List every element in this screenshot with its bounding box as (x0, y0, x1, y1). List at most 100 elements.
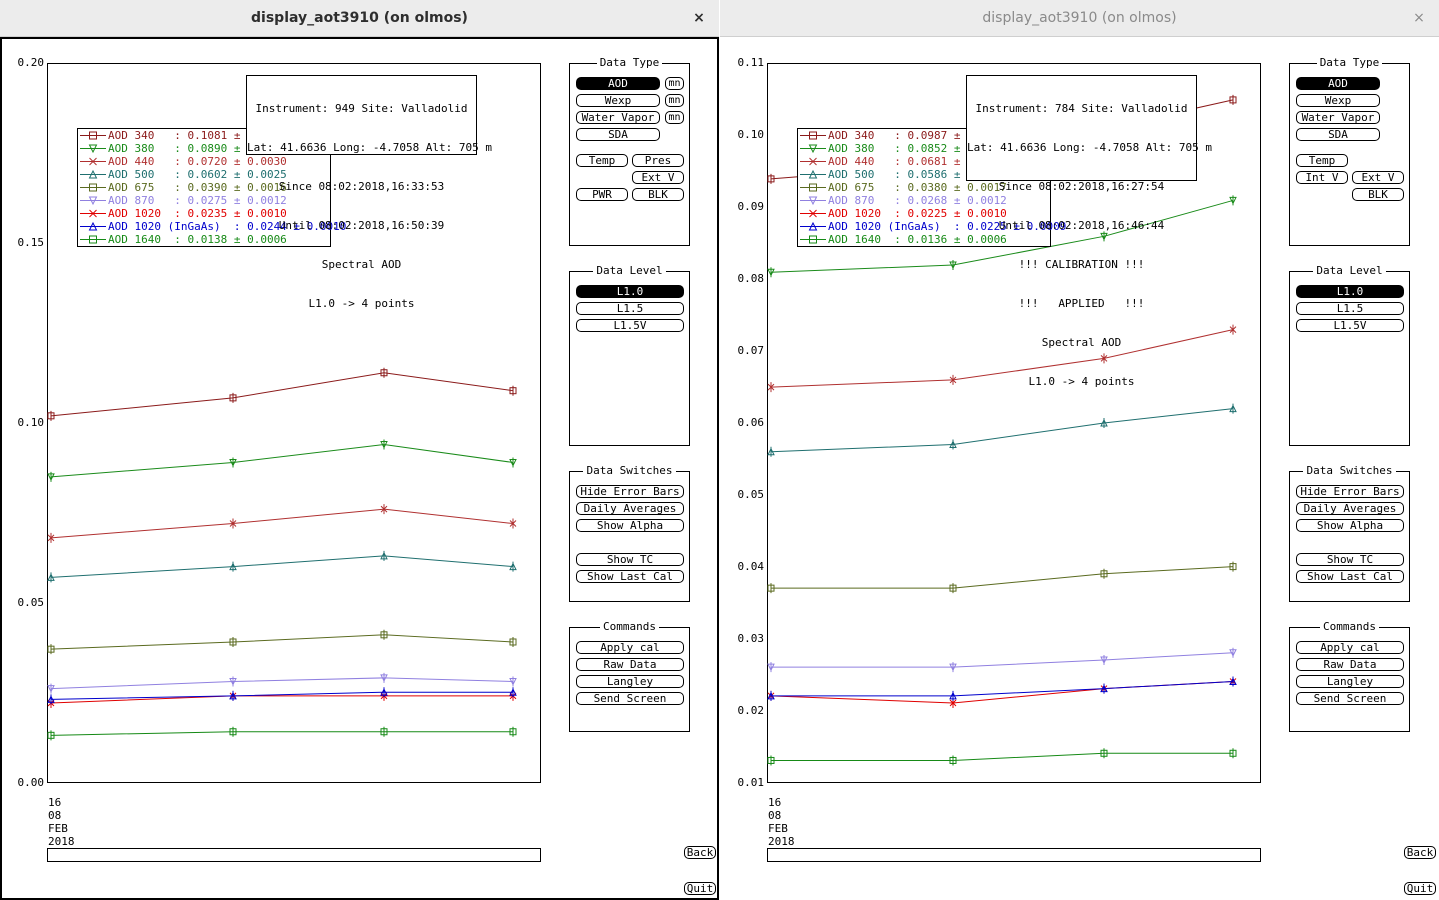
legend-symbol-icon (80, 144, 106, 154)
back-button[interactable]: Back (1404, 846, 1436, 859)
marker-triangle-down (767, 663, 775, 672)
pwr-button[interactable]: PWR (576, 188, 628, 201)
langley-button[interactable]: Langley (1296, 675, 1404, 688)
window-content: 0.20 0.15 0.10 0.05 0.00 AOD 340 : 0.108… (0, 37, 719, 900)
plot-area[interactable] (47, 63, 541, 783)
marker-triangle-down (808, 144, 818, 154)
legend-label: AOD 500 : 0.0602 ± 0.0025 (108, 168, 287, 181)
show-last-cal-button[interactable]: Show Last Cal (1296, 570, 1404, 583)
plot-area[interactable] (767, 63, 1261, 783)
back-button[interactable]: Back (684, 846, 716, 859)
marker-square (1229, 749, 1237, 757)
info-line: Spectral AOD (1041, 336, 1122, 349)
sda-button[interactable]: SDA (576, 128, 660, 141)
pres-button[interactable]: Pres (632, 154, 684, 167)
water-vapor-button[interactable]: Water Vapor (1296, 111, 1380, 124)
wexp-mn-button[interactable]: mn (665, 94, 684, 107)
ext-v-button[interactable]: Ext V (632, 171, 684, 184)
daily-averages-button[interactable]: Daily Averages (576, 502, 684, 515)
info-line: Lat: 41.6636 Long: -4.7058 Alt: 705 m (247, 141, 493, 154)
marker-x (949, 376, 957, 384)
legend-symbol-icon (800, 209, 826, 218)
water-vapor-mn-button[interactable]: mn (665, 111, 684, 124)
show-tc-button[interactable]: Show TC (1296, 553, 1404, 566)
y-tick-label: 0.15 (17, 236, 45, 249)
temp-button[interactable]: Temp (1296, 154, 1348, 167)
legend-symbol-icon (80, 131, 106, 140)
quit-button[interactable]: Quit (684, 882, 716, 895)
send-screen-button[interactable]: Send Screen (576, 692, 684, 705)
close-icon[interactable]: × (1413, 10, 1425, 26)
marker-square (767, 175, 775, 183)
blk-button[interactable]: BLK (632, 188, 684, 201)
show-alpha-button[interactable]: Show Alpha (1296, 519, 1404, 532)
hide-error-bars-button[interactable]: Hide Error Bars (576, 485, 684, 498)
legend-entry: AOD 500 : 0.0602 ± 0.0025 (78, 168, 330, 181)
legend-symbol-icon (80, 169, 106, 179)
panel-title: Data Level (1313, 264, 1386, 277)
level-l10-button[interactable]: L1.0 (1296, 285, 1404, 298)
marker-triangle-down (1100, 232, 1108, 241)
blk-button[interactable]: BLK (1352, 188, 1404, 201)
date-year: 2018 (768, 835, 795, 848)
marker-triangle-up (949, 440, 957, 449)
raw-data-button[interactable]: Raw Data (576, 658, 684, 671)
marker-x (949, 699, 957, 707)
marker-square (949, 756, 957, 764)
quit-button[interactable]: Quit (1404, 882, 1436, 895)
aod-mn-button[interactable]: mn (665, 77, 684, 90)
info-line: L1.0 -> 4 points (308, 297, 415, 310)
window-titlebar[interactable]: display_aot3910 (on olmos) × (0, 0, 719, 37)
int-v-button[interactable]: Int V (1296, 171, 1348, 184)
date-day: 16 (48, 796, 62, 809)
show-last-cal-button[interactable]: Show Last Cal (576, 570, 684, 583)
window-titlebar[interactable]: display_aot3910 (on olmos) × (720, 0, 1439, 37)
aod-button[interactable]: AOD (576, 77, 660, 90)
legend-label: AOD 440 : 0.0681 ± 0.0029 (828, 155, 1007, 168)
date-day: 16 (768, 796, 782, 809)
temp-button[interactable]: Temp (576, 154, 628, 167)
level-l10-button[interactable]: L1.0 (576, 285, 684, 298)
data-level-panel: Data Level L1.0 L1.5 L1.5V (569, 264, 690, 446)
legend-label: AOD 1640 : 0.0136 ± 0.0006 (828, 233, 1007, 246)
time-scrollbar[interactable] (47, 848, 541, 862)
apply-cal-button[interactable]: Apply cal (576, 641, 684, 654)
panel-title: Data Type (1316, 56, 1383, 69)
y-tick-label: 0.10 (737, 128, 765, 141)
series-line (771, 680, 1234, 697)
marker-triangle-down (88, 144, 98, 154)
sda-button[interactable]: SDA (1296, 128, 1380, 141)
wexp-button[interactable]: Wexp (576, 94, 660, 107)
level-l15-button[interactable]: L1.5 (576, 302, 684, 315)
wexp-button[interactable]: Wexp (1296, 94, 1380, 107)
langley-button[interactable]: Langley (576, 675, 684, 688)
date-month-num: 08 (48, 809, 62, 822)
time-scrollbar[interactable] (767, 848, 1261, 862)
level-l15v-button[interactable]: L1.5V (1296, 319, 1404, 332)
aod-button[interactable]: AOD (1296, 77, 1380, 90)
legend-entry: AOD 1020 : 0.0225 ± 0.0010 (798, 207, 1050, 220)
close-icon[interactable]: × (693, 10, 705, 26)
hide-error-bars-button[interactable]: Hide Error Bars (1296, 485, 1404, 498)
send-screen-button[interactable]: Send Screen (1296, 692, 1404, 705)
legend-symbol-icon (800, 183, 826, 192)
daily-averages-button[interactable]: Daily Averages (1296, 502, 1404, 515)
date-month: FEB (768, 822, 788, 835)
level-l15-button[interactable]: L1.5 (1296, 302, 1404, 315)
level-l15v-button[interactable]: L1.5V (576, 319, 684, 332)
show-alpha-button[interactable]: Show Alpha (576, 519, 684, 532)
data-type-panel: Data Type AOD Wexp Water Vapor SDA Temp … (1289, 56, 1410, 246)
marker-triangle-down (47, 685, 55, 693)
water-vapor-button[interactable]: Water Vapor (576, 111, 660, 124)
marker-triangle-down (229, 458, 237, 467)
marker-square (47, 731, 55, 739)
marker-square (767, 756, 775, 764)
legend-entry: AOD 1020 (InGaAs) : 0.0225 ± 0.0009 (798, 220, 1066, 233)
show-tc-button[interactable]: Show TC (576, 553, 684, 566)
ext-v-button[interactable]: Ext V (1352, 171, 1404, 184)
marker-square (1229, 96, 1237, 104)
apply-cal-button[interactable]: Apply cal (1296, 641, 1404, 654)
marker-triangle-down (767, 268, 775, 277)
raw-data-button[interactable]: Raw Data (1296, 658, 1404, 671)
marker-x (89, 209, 97, 218)
